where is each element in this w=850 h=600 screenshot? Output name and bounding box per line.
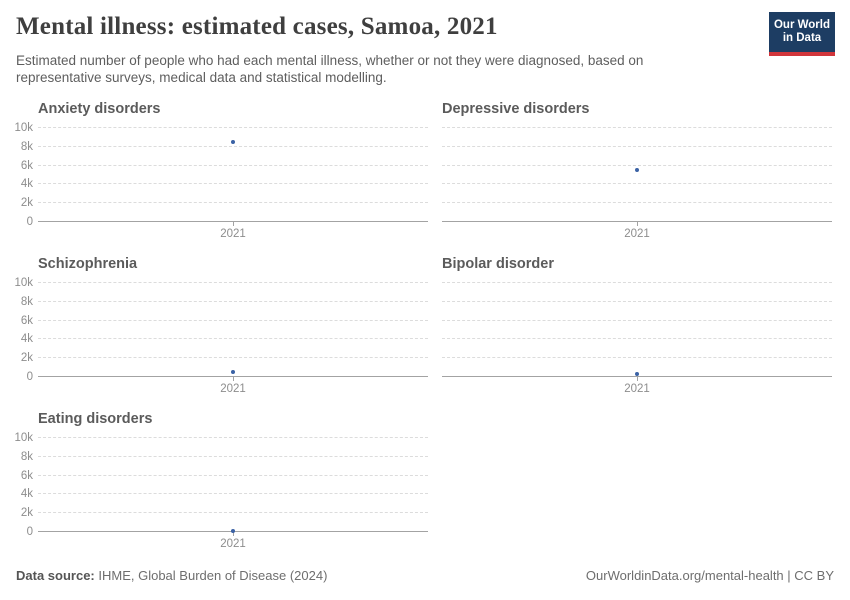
data-source-value: IHME, Global Burden of Disease (2024) — [98, 568, 328, 583]
gridline — [442, 357, 832, 359]
gridline — [442, 300, 832, 302]
gridline — [38, 455, 428, 457]
panel-depressive-disorders: Depressive disorders 2021 — [442, 101, 832, 240]
gridline — [38, 183, 428, 185]
data-source: Data source: IHME, Global Burden of Dise… — [16, 568, 327, 583]
y-tick-label: 10k — [14, 122, 33, 134]
owid-logo-line2: in Data — [782, 32, 822, 44]
y-tick-label: 8k — [20, 140, 33, 153]
y-tick-label: 10k — [14, 277, 33, 289]
x-tick-label: 2021 — [220, 383, 246, 395]
x-tick-mark — [233, 532, 234, 536]
plot-area: 0 2k 4k 6k 8k 10k — [14, 122, 428, 228]
owid-logo: Our World in Data — [769, 12, 835, 56]
data-point[interactable] — [231, 140, 235, 145]
y-tick-label: 2k — [20, 507, 33, 520]
gridline — [38, 338, 428, 340]
gridline — [38, 300, 428, 302]
gridline — [442, 338, 832, 340]
y-tick-label: 8k — [20, 450, 33, 463]
gridline — [38, 164, 428, 166]
gridline — [38, 437, 428, 438]
y-tick-label: 8k — [20, 295, 33, 308]
x-tick-mark — [233, 222, 234, 226]
plot-area — [442, 127, 832, 226]
gridline — [38, 474, 428, 476]
data-point[interactable] — [635, 168, 639, 173]
data-point[interactable] — [231, 370, 235, 375]
y-tick-label: 6k — [20, 159, 33, 172]
panel-bipolar-disorder: Bipolar disorder 2021 — [442, 256, 832, 395]
gridline — [442, 282, 832, 283]
y-tick-label: 4k — [20, 488, 33, 501]
y-tick-label: 10k — [14, 432, 33, 444]
gridline — [38, 493, 428, 495]
x-tick-label: 2021 — [624, 383, 650, 395]
gridline — [442, 183, 832, 185]
y-tick-label: 0 — [26, 371, 33, 383]
data-source-label: Data source: — [16, 568, 95, 583]
y-tick-label: 6k — [20, 469, 33, 482]
panel-anxiety-disorders: Anxiety disorders 0 2k 4k 6k 8k 10k 2021 — [14, 101, 428, 240]
gridline — [442, 145, 832, 147]
y-tick-label: 4k — [20, 178, 33, 191]
panel-title: Anxiety disorders — [38, 101, 161, 117]
panel-title: Eating disorders — [38, 411, 153, 427]
gridline — [38, 145, 428, 147]
gridline — [38, 202, 428, 204]
gridline — [442, 127, 832, 128]
plot-area — [442, 282, 832, 381]
plot-area: 0 2k 4k 6k 8k 10k — [14, 432, 428, 538]
x-tick-mark — [233, 377, 234, 381]
gridline — [38, 319, 428, 321]
x-tick-label: 2021 — [624, 228, 650, 240]
page-title: Mental illness: estimated cases, Samoa, … — [16, 13, 498, 40]
panel-title: Bipolar disorder — [442, 256, 554, 272]
x-tick-label: 2021 — [220, 538, 246, 550]
chart-subtitle: Estimated number of people who had each … — [16, 53, 644, 85]
x-axis-line — [442, 221, 832, 222]
gridline — [442, 164, 832, 166]
plot-area: 0 2k 4k 6k 8k 10k — [14, 277, 428, 383]
x-axis-line — [38, 376, 428, 377]
panel-title: Schizophrenia — [38, 256, 138, 272]
data-point[interactable] — [231, 528, 235, 533]
y-tick-label: 2k — [20, 352, 33, 365]
gridline — [38, 127, 428, 128]
x-axis-line — [38, 221, 428, 222]
panel-schizophrenia: Schizophrenia 0 2k 4k 6k 8k 10k 2021 — [14, 256, 428, 395]
x-tick-mark — [637, 377, 638, 381]
y-tick-label: 0 — [26, 526, 33, 538]
owid-logo-line1: Our World — [773, 19, 830, 31]
x-axis-line — [442, 376, 832, 377]
panel-eating-disorders: Eating disorders 0 2k 4k 6k 8k 10k 2021 — [14, 411, 428, 550]
footer: Data source: IHME, Global Burden of Dise… — [16, 568, 834, 583]
y-tick-label: 0 — [26, 216, 33, 228]
gridline — [38, 512, 428, 514]
gridline — [38, 282, 428, 283]
attribution: OurWorldinData.org/mental-health | CC BY — [585, 568, 834, 583]
gridline — [442, 319, 832, 321]
x-tick-mark — [637, 222, 638, 226]
panel-title: Depressive disorders — [442, 101, 590, 117]
gridline — [38, 357, 428, 359]
y-tick-label: 6k — [20, 314, 33, 327]
gridline — [442, 202, 832, 204]
y-tick-label: 4k — [20, 333, 33, 346]
x-tick-label: 2021 — [220, 228, 246, 240]
y-tick-label: 2k — [20, 197, 33, 210]
data-point[interactable] — [635, 371, 639, 376]
